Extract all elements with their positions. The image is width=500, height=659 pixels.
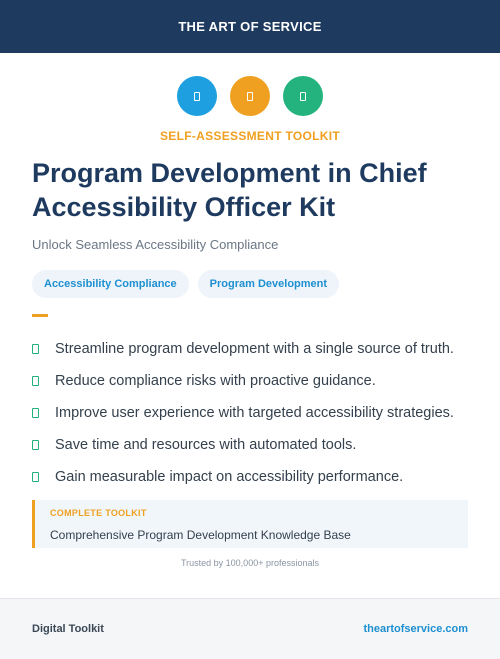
check-icon [32,344,39,354]
subtitle: Unlock Seamless Accessibility Compliance [32,237,279,252]
eyebrow-label: SELF-ASSESSMENT TOOLKIT [159,129,341,143]
tag-program-development[interactable]: Program Development [197,270,340,298]
feature-item: Reduce compliance risks with proactive g… [32,365,492,397]
trust-statement: Trusted by 100,000+ professionals [180,558,319,568]
tag-list: Accessibility Compliance Program Develop… [32,270,340,298]
check-icon [32,472,39,482]
toolkit-description: Comprehensive Program Development Knowle… [50,528,351,542]
website-link[interactable]: theartofservice.com [363,623,468,635]
brand-name: THE ART OF SERVICE [178,19,322,34]
check-icon [32,440,39,450]
toolkit-callout: COMPLETE TOOLKIT Comprehensive Program D… [32,500,468,548]
page-title: Program Development in Chief Accessibili… [32,158,427,222]
check-icon [32,376,39,386]
check-icon [32,408,39,418]
feature-list: Streamline program development with a si… [32,333,492,493]
footer-label: Digital Toolkit [32,623,104,635]
feature-item: Gain measurable impact on accessibility … [32,461,492,493]
orange-document-icon [230,76,270,116]
toolkit-label: COMPLETE TOOLKIT [50,508,147,518]
feature-item: Streamline program development with a si… [32,333,492,365]
blue-document-icon [177,76,217,116]
tag-accessibility-compliance[interactable]: Accessibility Compliance [32,270,189,298]
header-bar: THE ART OF SERVICE [0,0,500,53]
feature-item: Save time and resources with automated t… [32,429,492,461]
footer: Digital Toolkit theartofservice.com [0,598,500,659]
accent-divider [32,314,48,317]
icon-row [0,76,500,116]
green-document-icon [283,76,323,116]
feature-item: Improve user experience with targeted ac… [32,397,492,429]
